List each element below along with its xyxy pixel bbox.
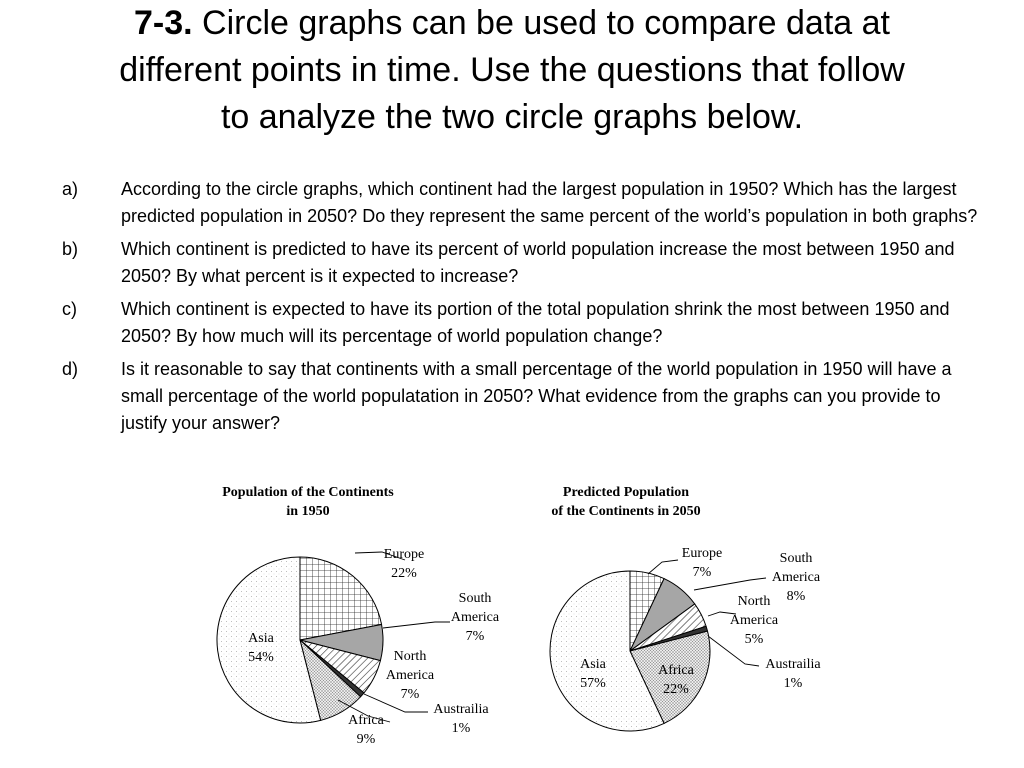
page-title: 7-3. Circle graphs can be used to compar…	[40, 0, 984, 141]
slice-percent: 1%	[784, 676, 803, 691]
leader-line-north-america-2050	[707, 611, 737, 617]
slice-label-north-america-1950: North America 7%	[386, 649, 435, 702]
slice-name: North	[738, 594, 771, 609]
slice-label-europe-2050: Europe 7%	[682, 546, 722, 580]
slice-asia-2050	[549, 570, 665, 732]
slice-name: Austrailia	[433, 702, 489, 717]
leader-line-austrailia-2050	[707, 635, 760, 667]
leader-line-austrailia-1950	[363, 693, 428, 713]
question-text: According to the circle graphs, which co…	[121, 179, 978, 226]
chart-2050-title: Predicted Population of the Continents i…	[516, 483, 736, 521]
question-label: c)	[62, 299, 77, 319]
slice-label-europe-1950: Europe 22%	[384, 547, 424, 581]
slice-percent: 7%	[466, 629, 485, 644]
question-d: d) Is it reasonable to say that continen…	[40, 356, 980, 437]
title-line-2: different points in time. Use the questi…	[119, 51, 905, 89]
slice-percent: 1%	[452, 721, 471, 736]
slice-label-africa-1950: Africa 9%	[348, 713, 385, 747]
slice-percent: 54%	[248, 650, 274, 665]
leader-line-south-america-2050	[693, 577, 767, 591]
chart-2050-title-line-2: of the Continents in 2050	[551, 504, 701, 519]
question-label: d)	[62, 359, 79, 379]
slice-label-south-america-1950: South America 7%	[451, 591, 500, 644]
question-b: b) Which continent is predicted to have …	[40, 236, 980, 290]
chart-2050-title-line-1: Predicted Population	[562, 485, 690, 500]
title-line-1: Circle graphs can be used to compare dat…	[202, 4, 890, 42]
slice-name: Europe	[384, 547, 424, 562]
slice-name: Asia	[248, 631, 274, 646]
chart-1950-title-line-1: Population of the Continents	[222, 485, 394, 500]
slice-name: America	[451, 610, 500, 625]
leader-line-europe-1950	[354, 551, 406, 561]
slice-percent: 7%	[401, 687, 420, 702]
title-number: 7-3.	[134, 4, 193, 42]
slice-percent: 7%	[693, 565, 712, 580]
pie-1950: Europe 22% South America 7% North America 7% Aus…	[216, 547, 500, 747]
question-a: a) According to the circle graphs, which…	[40, 176, 980, 230]
slice-name: Africa	[658, 663, 695, 678]
chart-1950-title-line-2: in 1950	[286, 504, 330, 519]
slice-label-africa-2050: Africa 22%	[658, 663, 695, 697]
slice-name: America	[386, 668, 435, 683]
slice-percent: 57%	[580, 676, 606, 691]
slice-label-austrailia-2050: Austrailia 1%	[765, 657, 821, 691]
slice-label-north-america-2050: North America 5%	[730, 594, 779, 647]
pie-2050: Europe 7%South America 8%North America 5%Aust…	[549, 546, 821, 732]
slice-label-asia-2050: Asia 57%	[580, 657, 606, 691]
question-label: b)	[62, 239, 79, 259]
slice-name: America	[730, 613, 779, 628]
slice-asia-1950	[216, 556, 322, 724]
slice-name: South	[780, 551, 813, 566]
slice-percent: 8%	[787, 589, 806, 604]
question-list: a) According to the circle graphs, which…	[40, 176, 980, 443]
slice-name: South	[459, 591, 492, 606]
slice-name: Austrailia	[765, 657, 821, 672]
leader-line-africa-1950	[337, 699, 391, 723]
question-label: a)	[62, 179, 79, 199]
question-text: Which continent is predicted to have its…	[121, 239, 955, 286]
slice-percent: 22%	[391, 566, 417, 581]
question-text: Is it reasonable to say that continents …	[121, 359, 952, 433]
slice-percent: 22%	[663, 682, 689, 697]
question-c: c) Which continent is expected to have i…	[40, 296, 980, 350]
slice-africa-2050	[629, 630, 711, 725]
slice-name: North	[394, 649, 427, 664]
question-text: Which continent is expected to have its …	[121, 299, 950, 346]
slice-name: Asia	[580, 657, 606, 672]
chart-1950-title: Population of the Continents in 1950	[188, 483, 428, 521]
slice-label-austrailia-1950: Austrailia 1%	[433, 702, 489, 736]
title-line-3: to analyze the two circle graphs below.	[220, 98, 804, 136]
slice-percent: 9%	[357, 732, 376, 747]
slice-name: America	[772, 570, 821, 585]
slice-percent: 5%	[745, 632, 764, 647]
slice-label-asia-1950: Asia 54%	[248, 631, 274, 665]
leader-line-south-america-1950	[382, 621, 450, 629]
slice-europe-1950	[299, 556, 383, 641]
slice-label-south-america-2050: South America 8%	[772, 551, 821, 604]
leader-line-europe-2050	[647, 559, 679, 575]
slice-name: Europe	[682, 546, 722, 561]
slice-name: Africa	[348, 713, 385, 728]
